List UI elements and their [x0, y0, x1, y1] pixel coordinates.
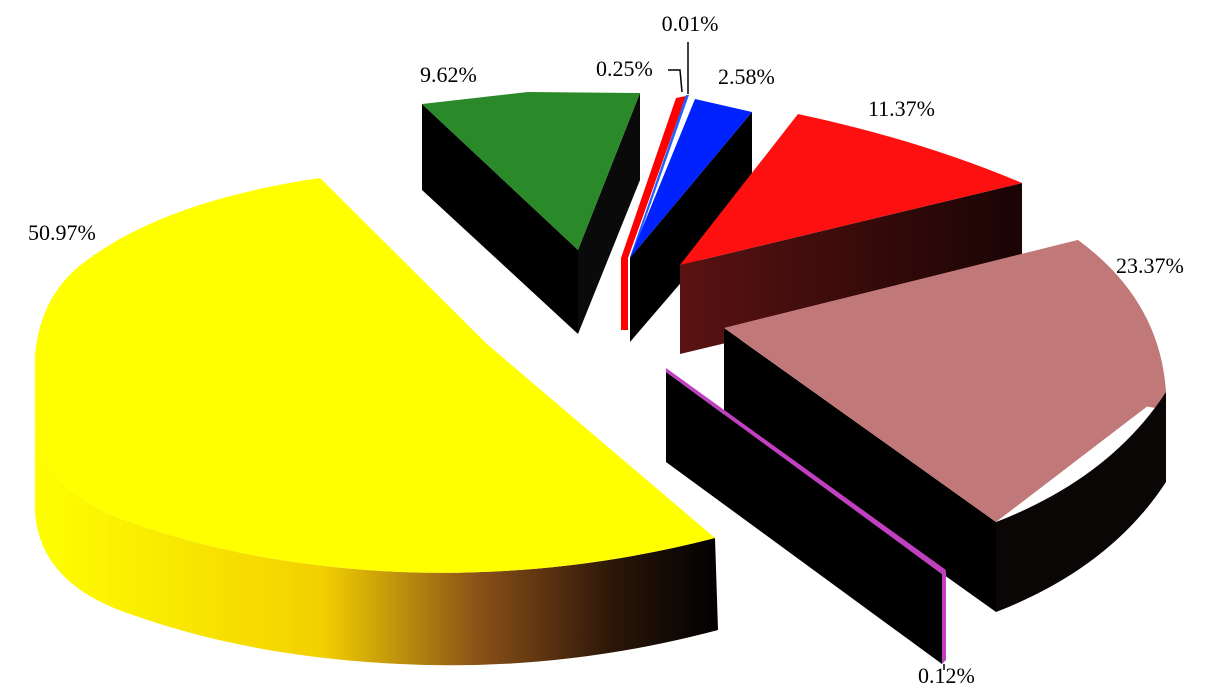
pie-slice-7-top-inner	[724, 240, 1166, 522]
pie-slice-1-top	[35, 178, 715, 573]
pie-slice-7	[724, 240, 1166, 612]
pie-slice-7-side-2	[724, 328, 996, 612]
slice-label-6: 11.37%	[868, 96, 935, 121]
slice-label-3: 0.25%	[596, 56, 653, 81]
slice-label-1: 50.97%	[28, 220, 96, 245]
pie-slice-5-top	[630, 99, 752, 258]
pie-slice-6-side-1	[680, 183, 1022, 354]
pie-slice-2-side-1	[422, 104, 578, 334]
slice-label-2: 9.62%	[420, 62, 477, 87]
pie-slice-3-side-1	[621, 258, 628, 330]
pie-slice-5	[630, 99, 752, 342]
pie-slice-7-side-3	[996, 392, 1166, 612]
pie-slice-3-top	[621, 96, 686, 258]
slice-label-5: 2.58%	[718, 64, 775, 89]
pie-slice-8-top	[666, 368, 946, 574]
leader-line-3	[668, 69, 683, 93]
pie-slice-1	[35, 178, 718, 666]
pie-slice-4-top	[630, 95, 689, 257]
pie-slice-2	[422, 92, 640, 334]
pie-slice-6	[680, 114, 1022, 354]
pie-slice-2-side-2	[578, 93, 640, 334]
pie-slice-8	[666, 368, 946, 670]
slice-label-7: 23.37%	[1116, 253, 1184, 278]
pie-slice-8-side-2	[942, 570, 946, 664]
pie-slice-6-top	[680, 114, 1022, 265]
slice-label-8: 0.12%	[918, 663, 975, 684]
pie-slice-1-side-1	[35, 420, 718, 666]
slice-label-4: 0.01%	[662, 11, 719, 36]
pie-slice-5-side-1	[630, 112, 752, 342]
pie-slice-8-side-1	[666, 372, 942, 664]
pie-slice-3	[621, 69, 686, 330]
slices-layer	[35, 42, 1166, 670]
pie-slice-2-top	[422, 92, 640, 250]
